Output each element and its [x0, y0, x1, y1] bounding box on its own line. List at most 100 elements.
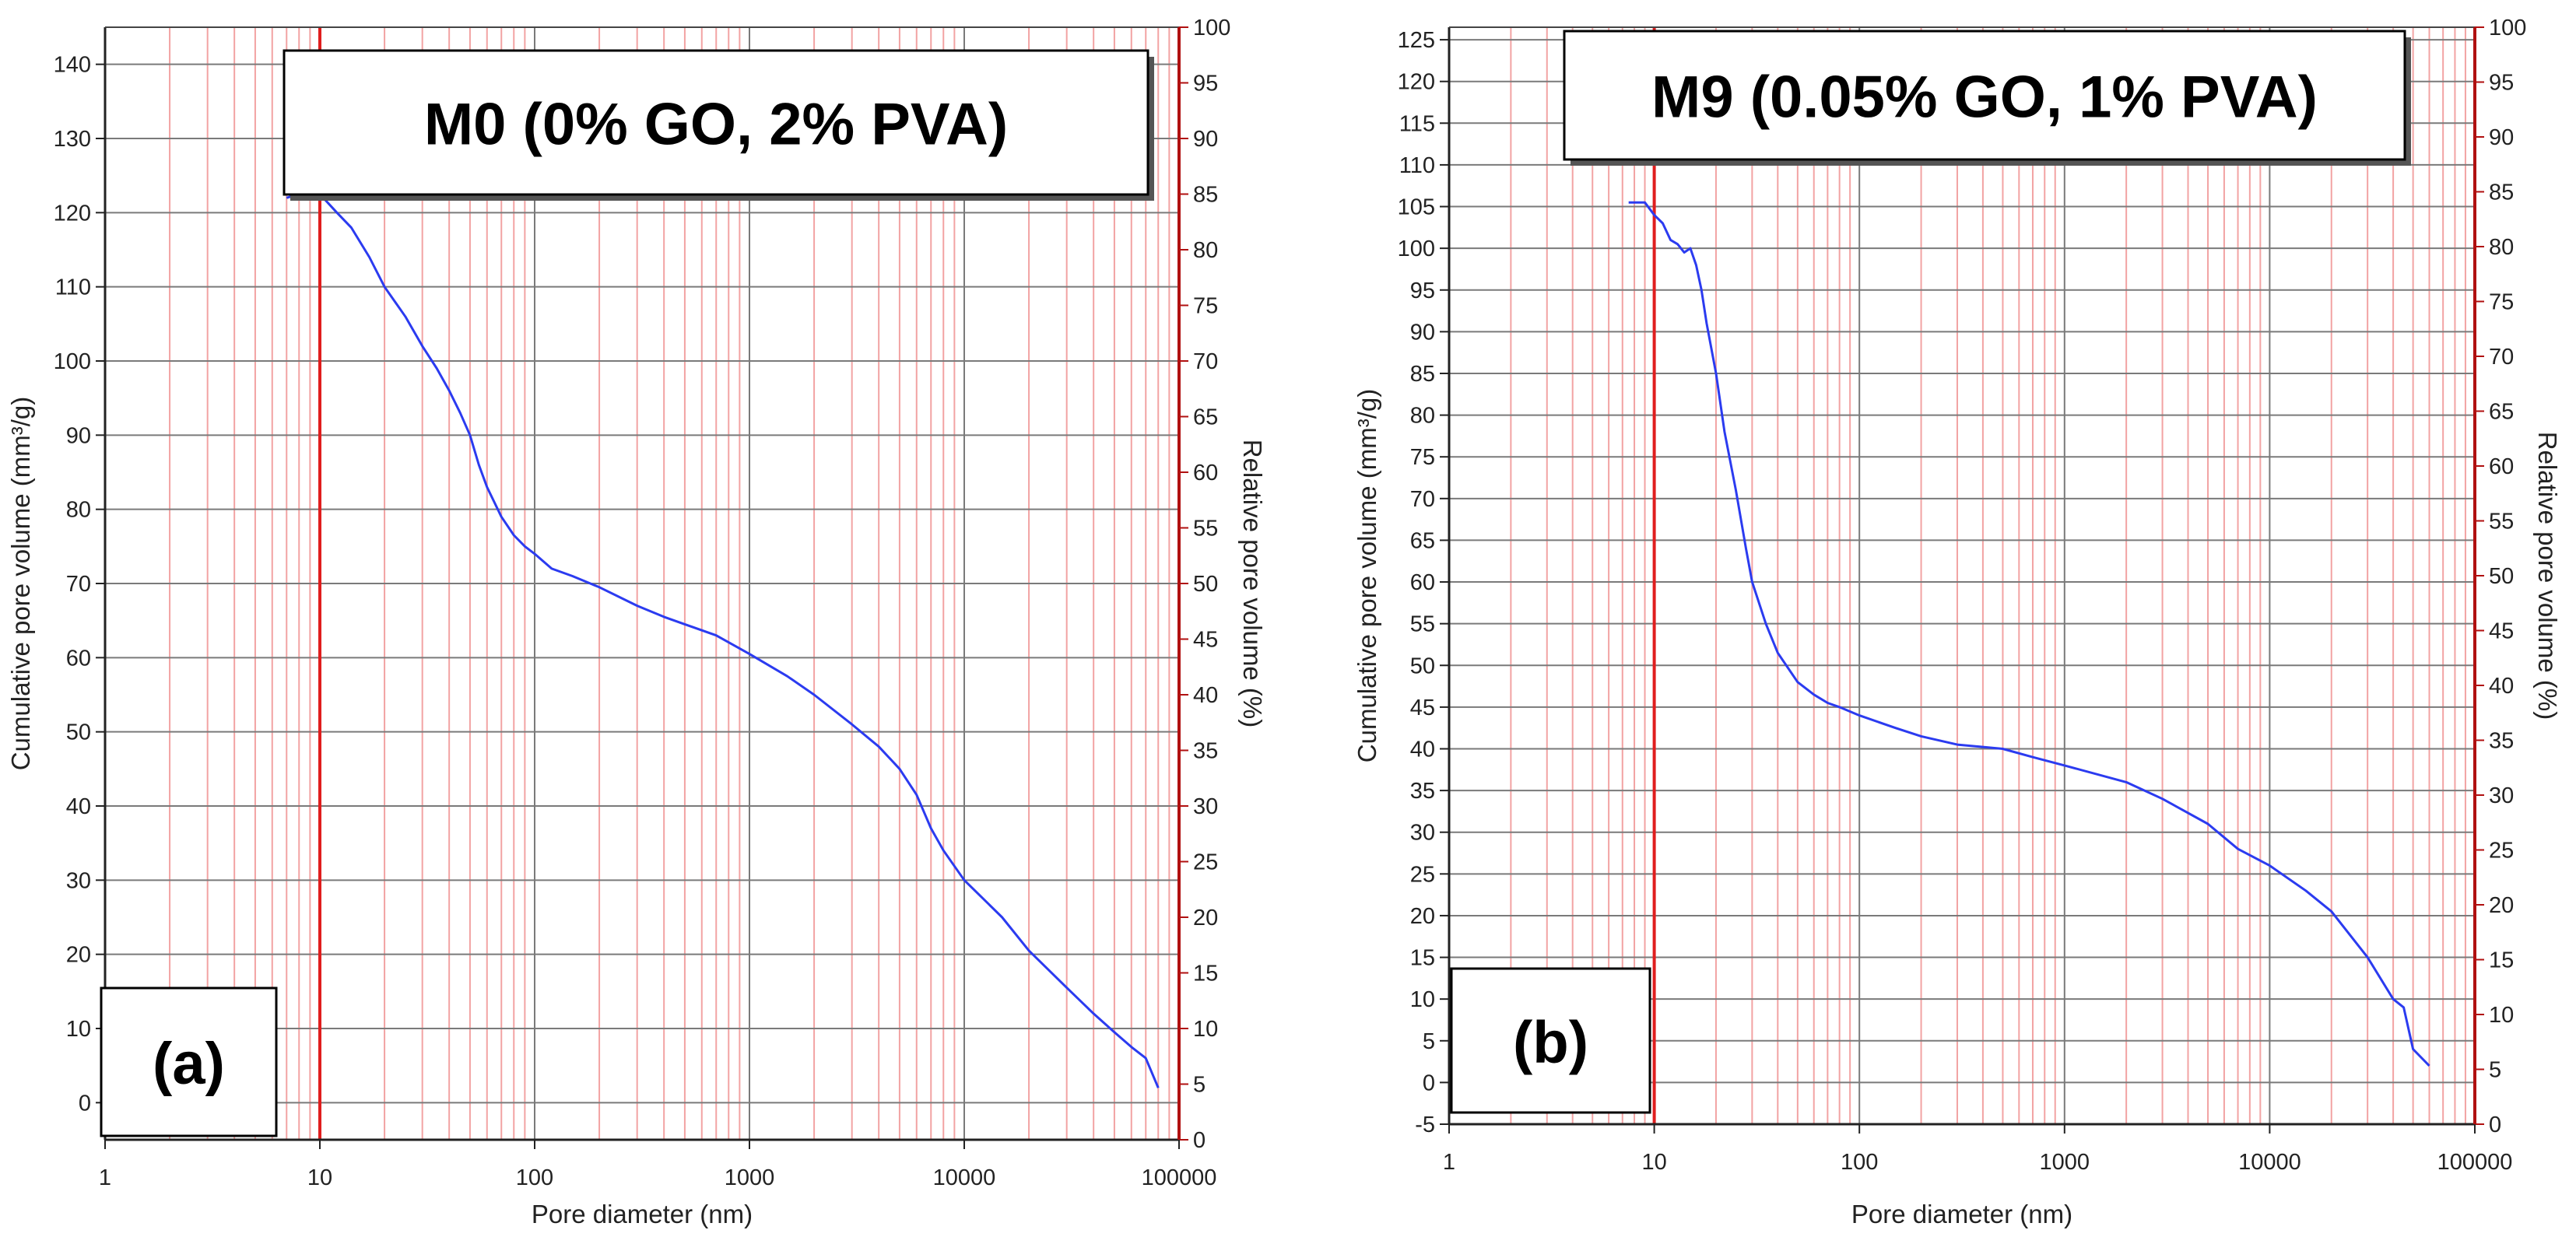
y-tick-label: 10: [1410, 987, 1435, 1012]
y2-tick-label: 85: [2489, 180, 2514, 205]
x-tick-label: 10: [307, 1165, 332, 1190]
y2-tick-label: 40: [1193, 683, 1218, 708]
y2-tick-label: 100: [1193, 16, 1230, 40]
y-tick-label: 130: [54, 127, 91, 152]
y-tick-label: 105: [1398, 195, 1435, 220]
y2-tick-label: 40: [2489, 674, 2514, 699]
y2-tick-label: 15: [2489, 948, 2514, 973]
y2-tick-label: 95: [1193, 72, 1218, 96]
panel-label-box: [100, 986, 278, 1137]
x-tick-label: 10000: [2238, 1150, 2301, 1175]
x-axis-label: Pore diameter (nm): [532, 1200, 753, 1228]
y2-tick-label: 80: [1193, 238, 1218, 263]
y-tick-label: 100: [1398, 237, 1435, 261]
panel-label-box: [1450, 967, 1651, 1114]
y-tick-label: 75: [1410, 445, 1435, 470]
y2-tick-label: 5: [2489, 1058, 2501, 1083]
y-tick-label: 95: [1410, 279, 1435, 303]
panel-label: (b): [1513, 1010, 1588, 1076]
y-axis-label: Cumulative pore volume (mm³/g): [1353, 389, 1381, 762]
y-tick-label: 40: [1410, 737, 1435, 762]
y-tick-label: -5: [1415, 1113, 1435, 1137]
y2-tick-label: 0: [2489, 1113, 2501, 1137]
y2-tick-label: 45: [1193, 628, 1218, 653]
series-line-0: [286, 189, 1160, 1088]
y2-tick-label: 95: [2489, 71, 2514, 96]
y-tick-label: 110: [1399, 153, 1435, 178]
y2-tick-label: 15: [1193, 962, 1218, 986]
y-tick-label: 20: [1410, 904, 1435, 929]
y-tick-label: 50: [66, 720, 91, 745]
y2-tick-label: 70: [2489, 345, 2514, 370]
y-tick-label: 90: [66, 423, 91, 448]
y-tick-label: 40: [66, 794, 91, 819]
chart-panel-a: 0102030405060708090100110120130140051015…: [6, 16, 1267, 1228]
y2-tick-label: 60: [2489, 454, 2514, 479]
title-box: [1563, 30, 2406, 161]
x-tick-label: 100: [516, 1165, 553, 1190]
y2-tick-label: 75: [2489, 290, 2514, 315]
y-tick-label: 140: [54, 53, 91, 78]
y-tick-label: 70: [1410, 487, 1435, 512]
y-tick-label: 60: [66, 646, 91, 671]
y2-tick-label: 35: [2489, 729, 2514, 754]
y-tick-label: 120: [1398, 70, 1435, 95]
y2-tick-label: 55: [2489, 510, 2514, 534]
chart-panel-b: -505101520253035404550556065707580859095…: [1353, 16, 2562, 1228]
y2-tick-label: 90: [2489, 125, 2514, 150]
y2-tick-label: 10: [2489, 1003, 2514, 1028]
y-tick-label: 110: [55, 275, 91, 300]
y-tick-label: 60: [1410, 570, 1435, 595]
y-tick-label: 0: [79, 1091, 91, 1116]
y-tick-label: 125: [1398, 28, 1435, 53]
x-tick-label: 100000: [1142, 1165, 1217, 1190]
y-tick-label: 90: [1410, 320, 1435, 345]
y2-tick-label: 45: [2489, 619, 2514, 644]
y-tick-label: 50: [1410, 654, 1435, 678]
y-tick-label: 15: [1410, 946, 1435, 971]
y-tick-label: 0: [1423, 1071, 1435, 1095]
y-tick-label: 80: [66, 498, 91, 523]
x-tick-label: 100: [1841, 1150, 1878, 1175]
x-tick-label: 1000: [2040, 1150, 2090, 1175]
y2-tick-label: 50: [2489, 564, 2514, 589]
panel-label: (a): [153, 1031, 225, 1097]
y2-tick-label: 30: [2489, 783, 2514, 808]
y-tick-label: 120: [54, 201, 91, 226]
x-tick-label: 10000: [933, 1165, 996, 1190]
y2-tick-label: 5: [1193, 1073, 1206, 1098]
y2-tick-label: 75: [1193, 294, 1218, 319]
series-line-0: [1628, 201, 2430, 1067]
y2-tick-label: 80: [2489, 235, 2514, 260]
y2-axis-label: Relative pore volume (%): [1238, 440, 1267, 727]
y2-tick-label: 20: [2489, 893, 2514, 918]
y-tick-label: 100: [54, 349, 91, 374]
y-tick-label: 20: [66, 943, 91, 968]
y-axis-label: Cumulative pore volume (mm³/g): [6, 397, 35, 770]
y-tick-label: 45: [1410, 696, 1435, 720]
x-tick-label: 1: [1443, 1150, 1455, 1175]
chart-title: M9 (0.05% GO, 1% PVA): [1651, 65, 2318, 131]
y-tick-label: 35: [1410, 779, 1435, 804]
y-tick-label: 115: [1399, 111, 1435, 136]
y2-tick-label: 30: [1193, 794, 1218, 819]
y-tick-label: 85: [1410, 362, 1435, 387]
y2-tick-label: 35: [1193, 739, 1218, 764]
x-tick-label: 100000: [2437, 1150, 2513, 1175]
y-tick-label: 25: [1410, 862, 1435, 887]
y-tick-label: 65: [1410, 528, 1435, 553]
x-tick-label: 1: [99, 1165, 111, 1190]
y2-tick-label: 55: [1193, 517, 1218, 541]
title-box: [283, 49, 1149, 196]
y2-axis-label: Relative pore volume (%): [2533, 432, 2562, 720]
y-tick-label: 10: [66, 1017, 91, 1042]
grid: [1448, 27, 2476, 1125]
y2-tick-label: 10: [1193, 1017, 1218, 1042]
y2-tick-label: 20: [1193, 906, 1218, 930]
x-tick-label: 10: [1641, 1150, 1666, 1175]
y2-tick-label: 90: [1193, 127, 1218, 152]
y2-tick-label: 60: [1193, 461, 1218, 485]
y2-tick-label: 100: [2489, 16, 2526, 40]
y-tick-label: 5: [1423, 1029, 1435, 1054]
y-tick-label: 80: [1410, 404, 1435, 429]
